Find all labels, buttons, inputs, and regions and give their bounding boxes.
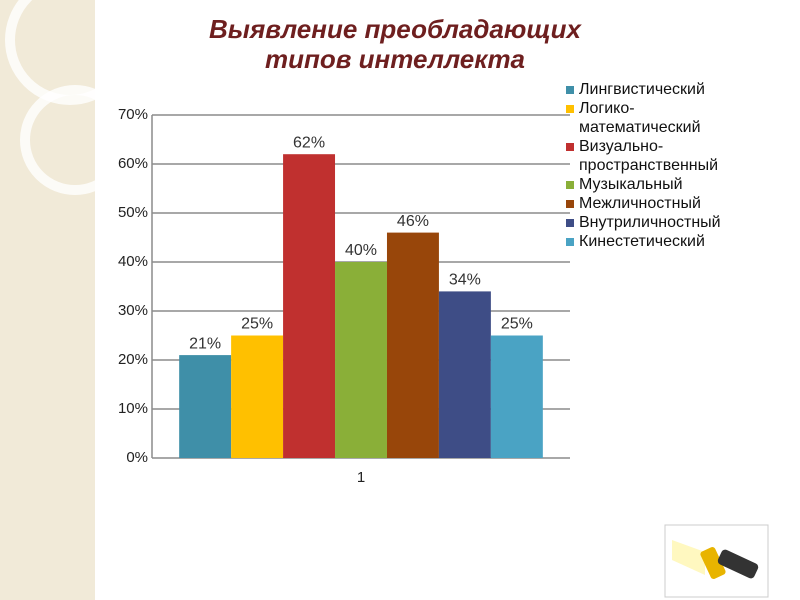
flashlight-icon <box>672 540 759 579</box>
legend-label: Лингвистический <box>579 81 705 98</box>
value-label: 34% <box>449 272 481 289</box>
value-label: 25% <box>501 316 533 333</box>
value-label: 62% <box>293 134 325 151</box>
y-tick-label: 30% <box>118 302 148 319</box>
bar <box>490 335 543 458</box>
legend-swatch <box>566 86 574 94</box>
value-label: 25% <box>241 316 273 333</box>
y-tick-label: 20% <box>118 351 148 368</box>
legend-item: Музыкальный <box>566 175 766 194</box>
legend-swatch <box>566 238 574 246</box>
legend-label: Музыкальный <box>579 176 683 193</box>
bar <box>179 355 232 458</box>
legend-label: Внутриличностный <box>579 214 721 231</box>
legend-item: Кинестетический <box>566 232 766 251</box>
ring <box>20 85 130 195</box>
legend-swatch <box>566 200 574 208</box>
value-label: 40% <box>345 242 377 259</box>
bar <box>231 335 284 458</box>
y-tick-label: 50% <box>118 204 148 221</box>
legend: Лингвистический Логико-математический Визу… <box>566 80 766 251</box>
legend-label: Межличностный <box>579 195 701 212</box>
y-tick-label: 40% <box>118 253 148 270</box>
bar <box>283 154 336 458</box>
y-tick-label: 0% <box>126 449 148 466</box>
bar <box>335 262 387 458</box>
legend-swatch <box>566 143 574 151</box>
legend-label: Логико-математический <box>579 100 701 136</box>
legend-item: Внутриличностный <box>566 213 766 232</box>
x-tick-label: 1 <box>357 469 365 486</box>
legend-item: Логико-математический <box>566 99 766 137</box>
ring <box>5 0 135 105</box>
legend-swatch <box>566 105 574 113</box>
legend-swatch <box>566 181 574 189</box>
legend-item: Лингвистический <box>566 80 766 99</box>
bar <box>438 291 491 458</box>
value-label: 21% <box>189 335 221 352</box>
legend-item: Межличностный <box>566 194 766 213</box>
legend-label: Кинестетический <box>579 233 705 250</box>
legend-swatch <box>566 219 574 227</box>
y-tick-label: 10% <box>118 400 148 417</box>
legend-item: Визуально-пространственный <box>566 137 766 175</box>
y-tick-label: 60% <box>118 155 148 172</box>
y-tick-label: 70% <box>118 106 148 123</box>
legend-label: Визуально-пространственный <box>579 138 719 174</box>
bar <box>386 232 439 458</box>
value-label: 46% <box>397 213 429 230</box>
chart-title: Выявление преобладающих типов интеллекта <box>208 14 582 74</box>
